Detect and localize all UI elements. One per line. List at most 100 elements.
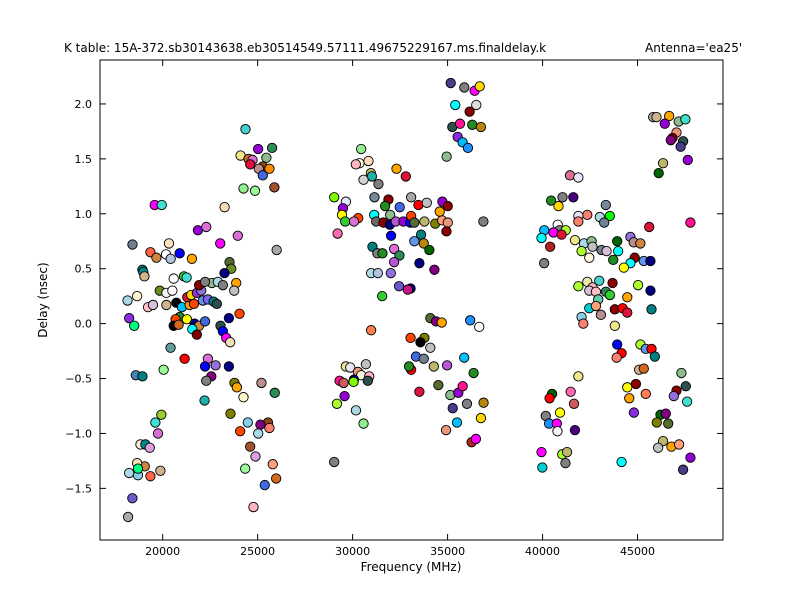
data-point xyxy=(377,248,388,259)
data-point xyxy=(433,379,444,391)
data-point xyxy=(418,238,429,249)
data-point xyxy=(609,320,620,331)
data-point xyxy=(645,285,656,296)
data-point xyxy=(465,315,476,326)
data-point xyxy=(651,417,662,428)
data-point xyxy=(151,252,162,263)
data-point xyxy=(252,143,264,155)
y-tick-label: 0.5 xyxy=(75,263,93,276)
data-point xyxy=(338,377,349,389)
y-axis-label: Delay (nsec) xyxy=(36,262,50,337)
data-point xyxy=(348,216,360,227)
data-point xyxy=(564,170,576,181)
data-point xyxy=(536,232,547,244)
data-point xyxy=(152,428,164,439)
data-point xyxy=(405,332,416,344)
data-point xyxy=(147,299,159,311)
data-point xyxy=(405,192,417,203)
data-point xyxy=(238,183,249,194)
data-point xyxy=(573,281,584,292)
data-point xyxy=(545,241,556,252)
data-point xyxy=(607,277,618,289)
data-point xyxy=(660,408,671,419)
data-point xyxy=(632,280,644,291)
data-point xyxy=(474,321,485,333)
axes-frame xyxy=(99,59,724,541)
data-point xyxy=(553,200,564,212)
data-point xyxy=(573,172,584,183)
data-point xyxy=(165,253,176,264)
data-point xyxy=(441,360,453,371)
data-point xyxy=(682,154,693,166)
antenna-annotation: Antenna='ea25' xyxy=(645,41,743,55)
data-point xyxy=(578,318,589,329)
data-point xyxy=(576,245,587,257)
data-point xyxy=(223,312,235,324)
data-point xyxy=(248,501,259,513)
data-point xyxy=(554,407,566,418)
data-point xyxy=(600,199,611,211)
data-point xyxy=(181,314,193,325)
data-point xyxy=(331,398,343,409)
data-point xyxy=(234,308,245,319)
data-point xyxy=(129,320,140,331)
data-point xyxy=(348,376,359,387)
data-point xyxy=(264,163,275,174)
data-point xyxy=(244,441,256,452)
data-point xyxy=(372,267,384,279)
data-point xyxy=(345,362,356,373)
data-point xyxy=(471,99,482,111)
data-point xyxy=(155,465,166,476)
data-point xyxy=(137,371,148,382)
data-point xyxy=(595,309,607,320)
data-point xyxy=(127,493,138,504)
data-point xyxy=(440,425,452,436)
data-point xyxy=(379,200,391,212)
data-point xyxy=(409,217,420,228)
data-point xyxy=(340,216,351,227)
y-tick-label: 1.5 xyxy=(75,153,93,166)
data-point xyxy=(436,317,447,328)
plot-title: K table: 15A-372.sb30143638.eb30514549.5… xyxy=(64,41,547,55)
data-point xyxy=(269,387,280,398)
data-point xyxy=(223,361,235,372)
data-point xyxy=(167,285,178,296)
data-point xyxy=(652,442,664,453)
data-point xyxy=(561,446,573,458)
data-point xyxy=(393,281,405,292)
data-point xyxy=(377,291,388,302)
data-point xyxy=(450,99,461,111)
data-point xyxy=(582,209,593,221)
x-tick-label: 25000 xyxy=(240,545,275,558)
data-point xyxy=(201,375,212,386)
data-point xyxy=(124,467,135,479)
data-point xyxy=(365,325,377,336)
data-point xyxy=(267,459,278,470)
data-point xyxy=(358,174,369,185)
data-point xyxy=(685,217,696,228)
data-point xyxy=(630,378,642,390)
data-point xyxy=(622,292,633,303)
data-point xyxy=(442,200,453,212)
data-point xyxy=(269,182,280,193)
data-point xyxy=(646,304,657,315)
data-point xyxy=(573,216,584,227)
data-point xyxy=(685,452,696,463)
data-point xyxy=(385,267,396,279)
data-point xyxy=(673,439,685,450)
data-point xyxy=(569,425,581,436)
data-point xyxy=(663,418,674,429)
data-point xyxy=(150,417,161,428)
data-point xyxy=(599,217,610,228)
data-point xyxy=(545,195,557,206)
data-point xyxy=(665,135,676,146)
data-point xyxy=(388,256,400,268)
data-point xyxy=(653,167,664,179)
data-point xyxy=(219,267,230,279)
data-point xyxy=(165,342,176,353)
data-point xyxy=(421,197,432,208)
data-point xyxy=(225,408,236,419)
data-point xyxy=(474,81,485,92)
data-point xyxy=(441,151,452,162)
